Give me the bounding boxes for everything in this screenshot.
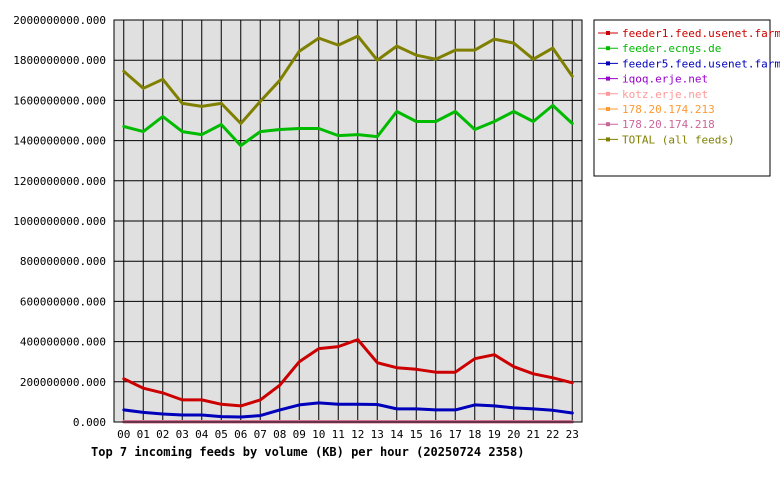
- y-tick-label: 1600000000.000: [13, 94, 106, 107]
- y-tick-label: 200000000.000: [20, 376, 106, 389]
- x-tick-label: 22: [546, 428, 559, 441]
- x-tick-label: 06: [234, 428, 247, 441]
- x-tick-label: 08: [273, 428, 286, 441]
- x-tick-label: 00: [117, 428, 130, 441]
- y-tick-label: 600000000.000: [20, 295, 106, 308]
- plot-frame: [113, 19, 583, 423]
- grid-lines: [114, 19, 582, 423]
- legend-swatch-marker: [606, 91, 610, 96]
- x-tick-label: 05: [215, 428, 228, 441]
- x-tick-label: 23: [566, 428, 579, 441]
- legend-label: feeder1.feed.usenet.farm: [622, 27, 780, 40]
- series-line: [122, 103, 574, 148]
- y-tick-label: 1400000000.000: [13, 135, 106, 148]
- legend-label: kotz.erje.net: [622, 88, 708, 101]
- x-tick-label: 02: [156, 428, 169, 441]
- y-tick-label: 2000000000.000: [13, 14, 106, 27]
- series-line: [122, 338, 574, 408]
- y-tick-label: 400000000.000: [20, 336, 106, 349]
- legend-swatch-marker: [606, 107, 610, 111]
- legend: feeder1.feed.usenet.farm feeder.ecngs.de f…: [598, 27, 780, 146]
- legend-swatch-marker: [606, 46, 610, 51]
- x-tick-label: 04: [195, 428, 209, 441]
- x-tick-label: 20: [507, 428, 520, 441]
- legend-swatch-marker: [606, 61, 610, 66]
- y-tick-label: 0.000: [73, 416, 106, 429]
- y-tick-label: 800000000.000: [20, 255, 106, 268]
- x-tick-label: 03: [176, 428, 189, 441]
- x-tick-label: 15: [410, 428, 423, 441]
- x-tick-label: 10: [312, 428, 325, 441]
- legend-label: 178.20.174.213: [622, 103, 715, 116]
- x-tick-label: 11: [332, 428, 345, 441]
- legend-label: feeder.ecngs.de: [622, 42, 721, 55]
- legend-swatch-marker: [606, 31, 610, 35]
- legend-label: feeder5.feed.usenet.farm: [622, 57, 780, 70]
- legend-swatch-marker: [606, 137, 610, 142]
- x-tick-label: 16: [429, 428, 442, 441]
- legend-swatch-marker: [606, 122, 610, 127]
- x-tick-label: 17: [449, 428, 462, 441]
- x-tick-label: 14: [390, 428, 404, 441]
- x-tick-label: 13: [371, 428, 384, 441]
- x-tick-label: 21: [527, 428, 540, 441]
- x-tick-label: 19: [488, 428, 501, 441]
- x-tick-label: 12: [351, 428, 364, 441]
- x-tick-label: 09: [293, 428, 306, 441]
- chart-title: Top 7 incoming feeds by volume (KB) per …: [91, 445, 524, 459]
- x-tick-label: 01: [137, 428, 150, 441]
- legend-label: iqoq.erje.net: [622, 73, 708, 86]
- series-line: [122, 401, 574, 419]
- series-line: [122, 34, 574, 125]
- y-axis-ticks: 0.000 200000000.000 400000000.000 600000000…: [13, 14, 106, 429]
- x-tick-label: 18: [468, 428, 481, 441]
- legend-swatch-marker: [606, 76, 610, 81]
- y-tick-label: 1000000000.000: [13, 215, 106, 228]
- y-tick-label: 1200000000.000: [13, 175, 106, 188]
- y-tick-label: 1800000000.000: [13, 54, 106, 67]
- x-tick-label: 07: [254, 428, 267, 441]
- legend-label: 178.20.174.218: [622, 118, 715, 131]
- legend-box: [593, 19, 771, 177]
- x-axis-ticks: 00 01 02 03 04 05 06 07 08 09 10 11 12 13 14 15 16 17 18 19…: [117, 428, 579, 441]
- legend-label: TOTAL (all feeds): [622, 133, 735, 146]
